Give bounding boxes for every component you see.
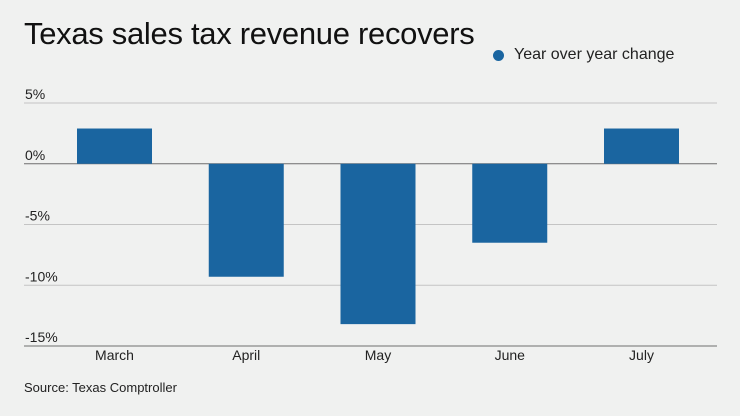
x-tick-label: June (495, 347, 526, 363)
x-axis-labels: March April May June July (95, 347, 654, 363)
bars (77, 128, 679, 325)
chart-title: Texas sales tax revenue recovers (24, 16, 475, 51)
bar-april (208, 163, 284, 277)
legend-label: Year over year change (514, 46, 675, 63)
legend: Year over year change (493, 46, 674, 64)
x-tick-label: July (629, 347, 654, 363)
x-tick-label: May (365, 347, 391, 363)
source-note: Source: Texas Comptroller (24, 380, 177, 395)
x-tick-label: March (95, 347, 134, 363)
legend-marker-icon (493, 49, 504, 61)
y-tick-label: 0% (25, 147, 45, 163)
y-axis-labels: 5% 0% -5% -10% -15% (25, 86, 58, 345)
y-tick-label: -10% (25, 268, 58, 284)
bar-may (340, 163, 416, 325)
y-tick-label: -5% (25, 208, 50, 224)
x-tick-label: April (232, 347, 260, 363)
bar-june (472, 163, 548, 243)
y-tick-label: 5% (25, 86, 45, 102)
bar-july (604, 128, 679, 164)
y-tick-label: -15% (25, 329, 58, 345)
bar-march (77, 128, 152, 164)
